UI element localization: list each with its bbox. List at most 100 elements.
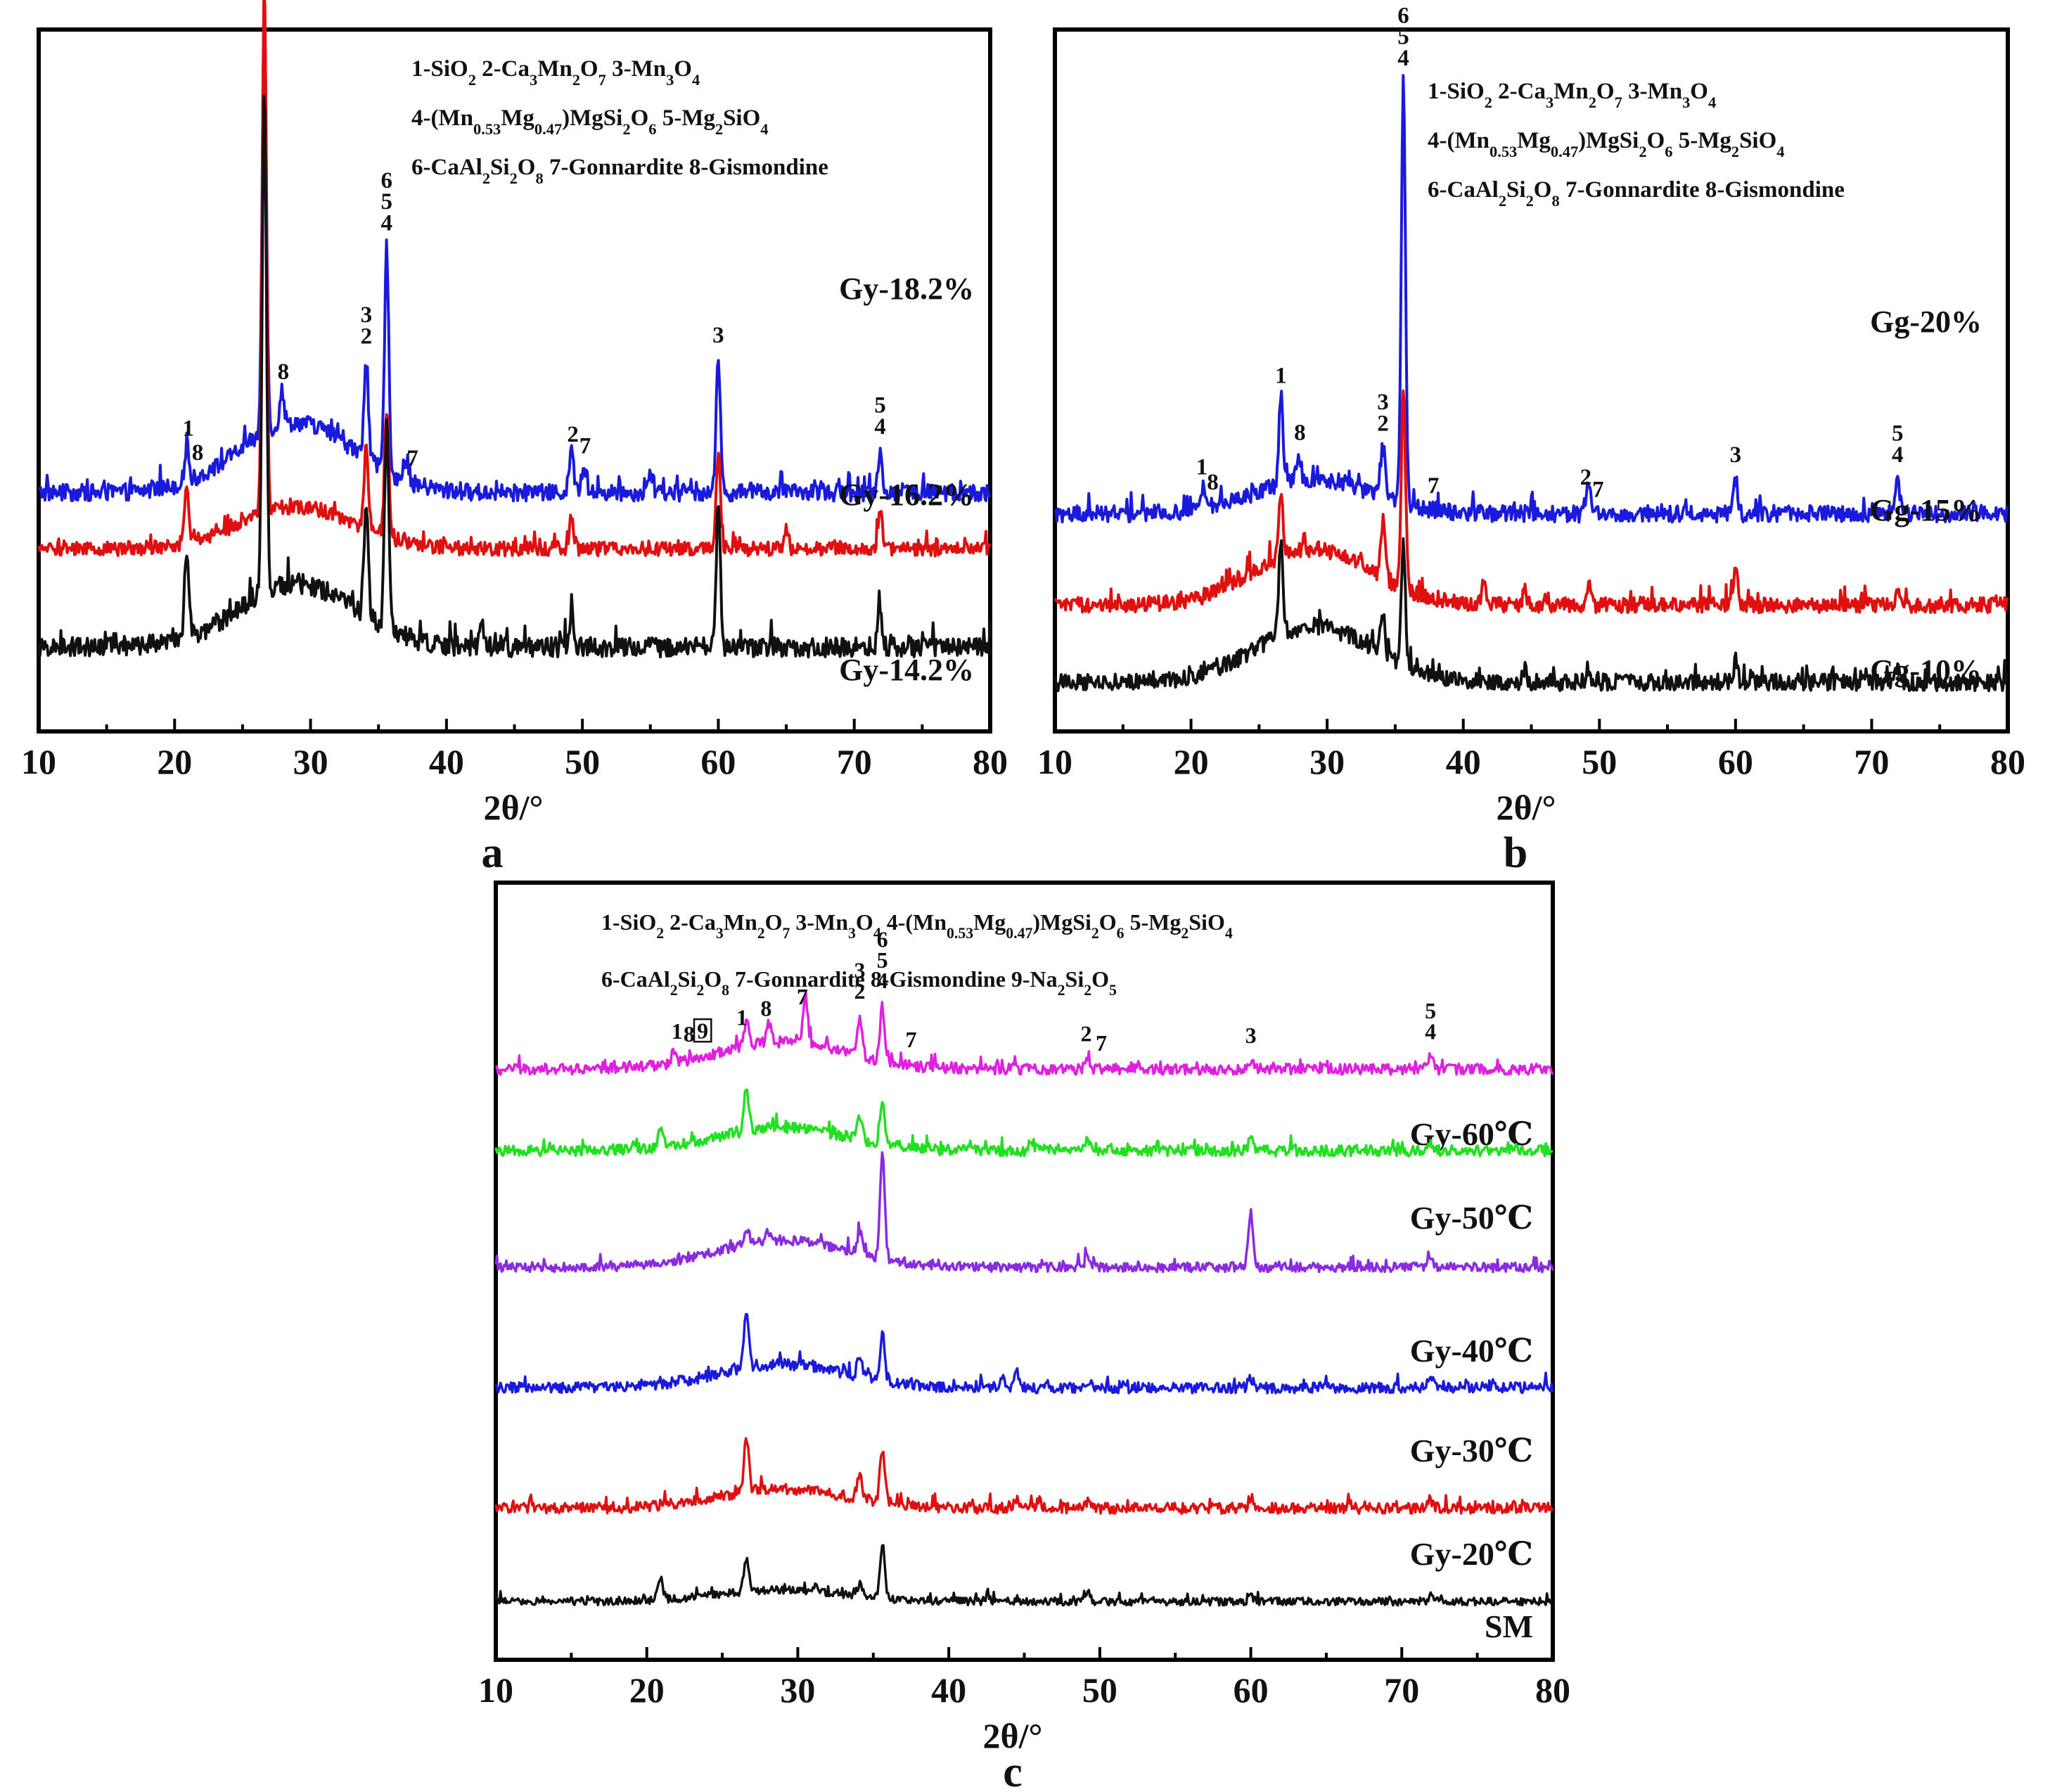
pb-tick-label-40: 40	[1446, 742, 1481, 781]
pb-peak-label: 8	[1207, 470, 1219, 495]
pb-peak-label: 3	[1730, 442, 1742, 468]
pb-tick-label-80: 80	[1990, 742, 2025, 781]
pb-tick-label-60: 60	[1718, 742, 1753, 781]
pa-series-label: Gy-18.2%	[839, 271, 974, 306]
pc-series-label: Gy-50℃	[1410, 1200, 1533, 1236]
pa-tick-label-20: 20	[157, 742, 192, 781]
pa-peak-label: 4	[874, 414, 886, 440]
pc-peak-label: 1	[736, 1004, 748, 1030]
pb-peak-label: 8	[1294, 421, 1306, 446]
pc-series-label: SM	[1485, 1608, 1533, 1644]
pa-tick-label-60: 60	[700, 742, 736, 781]
pa-peak-label: 5	[381, 189, 393, 215]
pc-tick-label-10: 10	[478, 1670, 513, 1710]
pc-tick-label-70: 70	[1384, 1670, 1419, 1710]
pc-series-gy-30-	[494, 1312, 1554, 1395]
pa-tick-label-80: 80	[973, 742, 1008, 781]
pc-series-gy-60-	[494, 991, 1554, 1076]
pc-peak-label-box	[693, 1018, 712, 1043]
pb-phase-legend-line-3: 6-CaAl2Si2O8 7-Gonnardite 8-Gismondine	[1428, 177, 1845, 210]
pc-peak-label: 4	[877, 968, 888, 993]
pa-peak-label: 3	[361, 302, 373, 328]
pb-phase-legend-line-2: 4-(Mn0.53Mg0.47)MgSi2O6 5-Mg2SiO4	[1428, 128, 1784, 160]
pc-peak-label: 5	[877, 947, 888, 973]
pc-tick-label-60: 60	[1234, 1670, 1269, 1710]
pa-series-gy-16-2-	[37, 0, 992, 558]
pa-tick-label-10: 10	[21, 742, 56, 781]
pb-series-label: Gg-15%	[1870, 493, 1982, 527]
pc-tick-label-80: 80	[1535, 1670, 1570, 1710]
pc-panel-label: c	[1003, 1748, 1023, 1792]
pc-tick-label-20: 20	[629, 1670, 665, 1710]
pa-phase-legend-line-2: 4-(Mn0.53Mg0.47)MgSi2O6 5-Mg2SiO4	[411, 105, 768, 138]
pc-series-label: Gy-20℃	[1410, 1536, 1533, 1572]
pa-peak-label: 8	[192, 440, 204, 466]
pb-peak-label: 1	[1275, 363, 1287, 388]
pb-x-axis-label: 2θ/°	[1497, 788, 1556, 827]
pc-peak-label: 7	[905, 1027, 916, 1052]
pa-peak-label: 7	[579, 433, 591, 459]
pc-peak-label: 2	[1081, 1021, 1092, 1047]
pc-series-label: Gy-30℃	[1410, 1433, 1533, 1468]
pc-series-sm	[494, 1544, 1554, 1607]
pc-peak-label: 5	[1425, 998, 1436, 1023]
pc-tick-label-40: 40	[931, 1670, 966, 1710]
pc-series-label: Gy-40℃	[1410, 1333, 1533, 1369]
pb-peak-label: 3	[1377, 390, 1389, 415]
pb-peak-label: 6	[1397, 3, 1409, 28]
pc-peak-label: 3	[1245, 1023, 1257, 1048]
pa-phase-legend-line-1: 1-SiO2 2-Ca3Mn2O7 3-Mn3O4	[411, 56, 700, 89]
pa-peak-label: 2	[361, 324, 373, 350]
pc-tick-label-30: 30	[780, 1670, 815, 1710]
pb-tick-label-50: 50	[1582, 742, 1617, 781]
pc-peak-label: 2	[854, 978, 865, 1004]
pb-peak-label: 4	[1397, 46, 1409, 71]
pa-peak-label: 1	[182, 416, 194, 441]
pb-tick-label-20: 20	[1174, 742, 1209, 781]
pa-peak-label: 3	[712, 323, 724, 348]
pc-series-gy-20-	[494, 1437, 1554, 1515]
pc-peak-label: 1	[672, 1018, 683, 1044]
pa-tick-label-70: 70	[837, 742, 872, 781]
pb-series-gg-10-	[1053, 537, 2009, 693]
pb-peak-label: 2	[1377, 411, 1389, 437]
pc-phase-legend-line-2: 6-CaAl2Si2O8 7-Gonnardite 8-Gismondine 9…	[601, 966, 1117, 999]
pb-phase-legend-line-1: 1-SiO2 2-Ca3Mn2O7 3-Mn3O4	[1428, 79, 1716, 111]
pc-x-axis-label: 2θ/°	[983, 1716, 1043, 1755]
pa-tick-label-40: 40	[429, 742, 464, 781]
pc-peak-label: 8	[760, 996, 771, 1021]
panel-a-chart: 10 20 30 40 50 60 70 80 2θ/°a 1-SiO2 2-Ca3Mn2O7 3…	[21, 0, 1008, 877]
pa-x-axis-label: 2θ/°	[484, 788, 544, 827]
pa-peak-label: 6	[381, 168, 393, 193]
pa-peak-label: 4	[381, 211, 393, 236]
pa-series-gy-18-2-	[38, 13, 992, 503]
pa-series-label: Gy-14.2%	[839, 653, 974, 687]
pc-peak-label: 6	[877, 926, 888, 952]
pa-series-label: Gy-16.2%	[839, 478, 974, 512]
pb-tick-label-30: 30	[1309, 742, 1345, 781]
pb-peak-label: 7	[1428, 473, 1440, 499]
pa-peak-label: 2	[567, 422, 579, 447]
pb-tick-label-70: 70	[1854, 742, 1889, 781]
pc-peak-label: 8	[684, 1021, 695, 1047]
pc-peak-label: 7	[1096, 1030, 1107, 1056]
pb-panel-label: b	[1504, 829, 1527, 877]
pb-peak-label: 4	[1892, 442, 1904, 468]
pc-phase-legend-line-1: 1-SiO2 2-Ca3Mn2O7 3-Mn3O4 4-(Mn0.53Mg0.4…	[601, 909, 1233, 942]
pa-peak-label: 5	[874, 392, 886, 418]
pc-series-gy-40-	[494, 1151, 1554, 1274]
pa-panel-label: a	[482, 829, 504, 877]
pb-peak-label: 5	[1892, 421, 1904, 446]
pa-peak-label: 8	[278, 359, 290, 385]
pb-tick-label-10: 10	[1037, 742, 1072, 781]
pc-peak-label: 9	[697, 1018, 708, 1043]
pa-peak-label: 7	[406, 446, 418, 471]
pc-peak-label: 3	[854, 958, 865, 983]
pa-series-gy-14-2-	[37, 94, 992, 659]
pc-series-gy-50-	[494, 1088, 1553, 1158]
pb-peak-label: 7	[1592, 478, 1604, 503]
pb-series-gg-15-	[1053, 389, 2009, 615]
panel-b-chart: 10 20 30 40 50 60 70 80 2θ/°b 1-SiO2 2-Ca3Mn2O7 3…	[1037, 3, 2025, 877]
pa-tick-label-30: 30	[293, 742, 328, 781]
